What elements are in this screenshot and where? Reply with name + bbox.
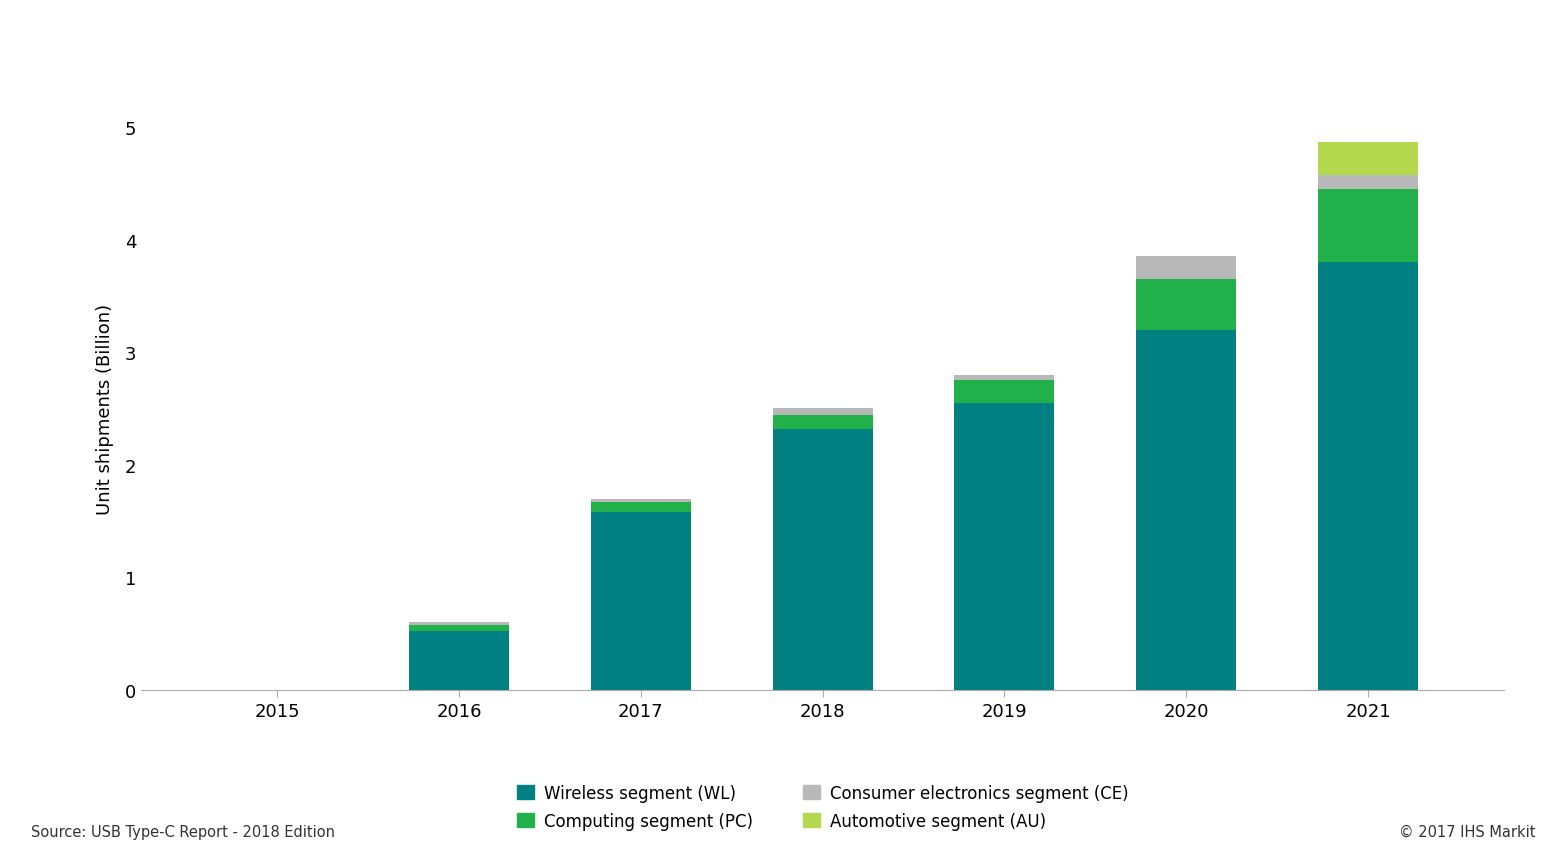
Bar (773, 409, 873, 416)
Bar (954, 403, 1055, 690)
Bar (409, 631, 509, 690)
Text: Global adoption of USB Type-C across product segment : 2016 - 2021: Global adoption of USB Type-C across pro… (28, 31, 1326, 63)
Bar (1136, 331, 1236, 690)
Bar (954, 375, 1055, 381)
Bar (1136, 279, 1236, 331)
Y-axis label: Unit shipments (Billion): Unit shipments (Billion) (96, 303, 113, 515)
Bar (773, 416, 873, 429)
Text: Source: USB Type-C Report - 2018 Edition: Source: USB Type-C Report - 2018 Edition (31, 824, 335, 839)
Bar (409, 625, 509, 631)
Bar (591, 499, 691, 503)
Text: © 2017 IHS Markit: © 2017 IHS Markit (1399, 824, 1536, 839)
Bar (1318, 142, 1418, 176)
Bar (591, 512, 691, 690)
Bar (1318, 176, 1418, 190)
Bar (1136, 257, 1236, 279)
Bar (773, 429, 873, 690)
Bar (1318, 262, 1418, 690)
Bar (954, 381, 1055, 403)
Legend: Wireless segment (WL), Computing segment (PC), Consumer electronics segment (CE): Wireless segment (WL), Computing segment… (511, 777, 1135, 837)
Bar (591, 503, 691, 512)
Bar (1318, 190, 1418, 262)
Bar (409, 623, 509, 625)
